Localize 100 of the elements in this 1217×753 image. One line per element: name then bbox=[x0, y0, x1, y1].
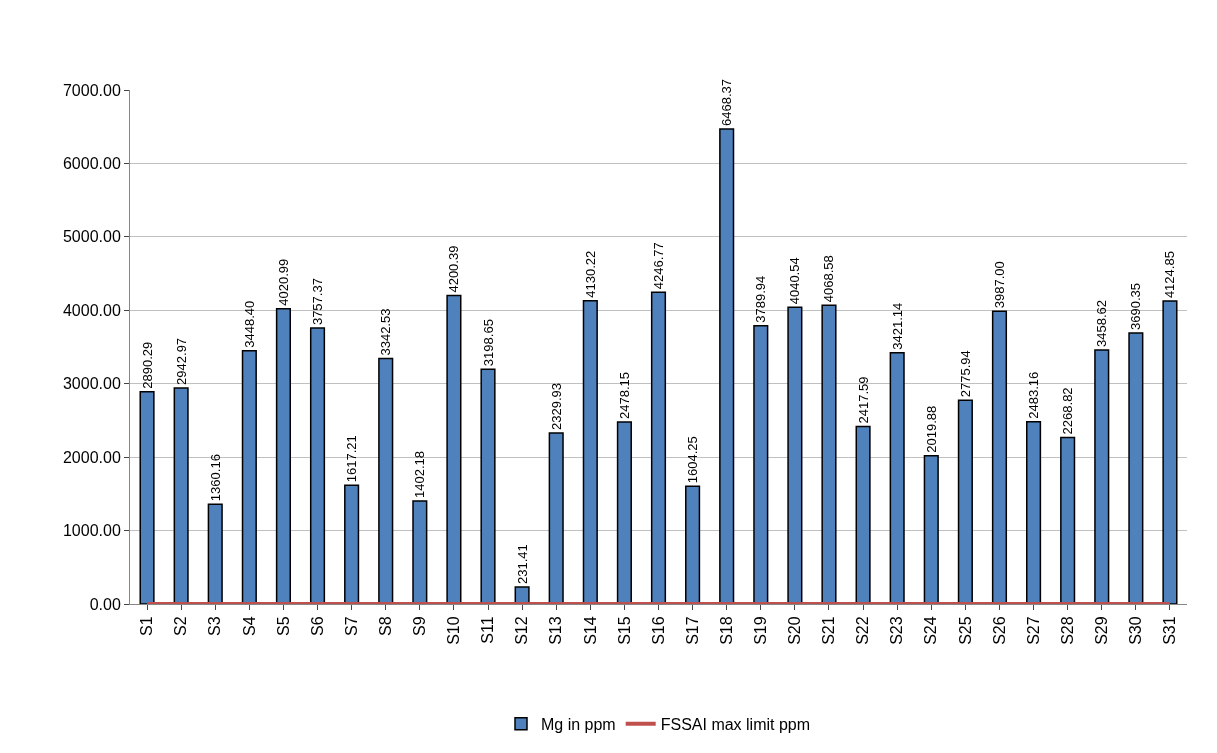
y-tick-label: 1000.00 bbox=[62, 522, 121, 540]
x-tick-label: S31 bbox=[1161, 616, 1179, 645]
x-tick-label: S27 bbox=[1024, 616, 1042, 645]
bar bbox=[548, 432, 564, 604]
bar bbox=[957, 399, 973, 604]
x-tick-label: S1 bbox=[138, 616, 156, 636]
data-label: 3458.62 bbox=[1094, 300, 1110, 348]
bar bbox=[719, 128, 735, 604]
data-label: 3421.14 bbox=[889, 302, 905, 350]
bar bbox=[1128, 332, 1144, 604]
bar bbox=[991, 310, 1008, 604]
x-tick-label: S11 bbox=[479, 616, 497, 644]
x-tick-label: S29 bbox=[1092, 616, 1110, 645]
data-label: 1402.18 bbox=[412, 451, 428, 499]
bar bbox=[1026, 420, 1042, 604]
x-tick-label: S18 bbox=[717, 616, 735, 645]
data-label: 2417.59 bbox=[855, 376, 871, 424]
data-label: 2890.29 bbox=[139, 341, 155, 389]
x-tick-label: S19 bbox=[751, 616, 769, 645]
x-tick-label: S23 bbox=[888, 616, 906, 645]
data-label: 2942.97 bbox=[173, 337, 189, 385]
data-label: 3757.37 bbox=[310, 278, 326, 326]
bar bbox=[855, 425, 871, 604]
data-label: 4020.99 bbox=[275, 258, 291, 306]
data-label: 2775.94 bbox=[957, 350, 973, 398]
data-label: 3690.35 bbox=[1128, 283, 1144, 331]
bar bbox=[1094, 349, 1110, 604]
data-label: 2268.82 bbox=[1060, 387, 1076, 435]
x-tick-label: S8 bbox=[376, 616, 394, 636]
bar bbox=[650, 291, 667, 604]
data-label: 3789.94 bbox=[753, 275, 769, 323]
data-label: 2483.16 bbox=[1026, 371, 1042, 419]
bar bbox=[1162, 300, 1178, 604]
bar bbox=[753, 324, 769, 604]
data-label: 6468.37 bbox=[719, 79, 735, 127]
bar bbox=[480, 368, 496, 604]
bar bbox=[616, 421, 632, 604]
data-label: 231.41 bbox=[514, 544, 530, 585]
data-label: 1617.21 bbox=[344, 435, 360, 483]
x-tick-label: S17 bbox=[683, 616, 701, 645]
x-tick-label: S9 bbox=[411, 616, 429, 636]
bar bbox=[241, 350, 257, 604]
y-tick-label: 2000.00 bbox=[62, 448, 121, 466]
data-label: 2478.15 bbox=[616, 372, 632, 420]
x-tick-label: S13 bbox=[547, 616, 565, 645]
bar bbox=[344, 484, 360, 604]
data-label: 3448.40 bbox=[241, 300, 257, 348]
data-label: 2329.93 bbox=[548, 382, 564, 430]
data-label: 4124.85 bbox=[1162, 251, 1178, 299]
x-tick-label: S21 bbox=[820, 616, 838, 645]
data-label: 4200.39 bbox=[446, 245, 462, 293]
bar bbox=[446, 294, 462, 604]
legend-label: FSSAI max limit ppm bbox=[660, 715, 811, 733]
data-label: 3198.65 bbox=[480, 319, 496, 367]
data-label: 1604.25 bbox=[685, 436, 701, 484]
x-tick-label: S28 bbox=[1058, 616, 1076, 645]
data-label: 1360.16 bbox=[207, 454, 223, 502]
y-tick-label: 3000.00 bbox=[62, 375, 121, 393]
bar bbox=[378, 357, 394, 604]
data-label: 4130.22 bbox=[582, 250, 598, 298]
x-tick-label: S12 bbox=[513, 616, 531, 645]
data-label: 2019.88 bbox=[923, 405, 939, 453]
x-tick-label: S6 bbox=[308, 616, 326, 636]
bar bbox=[787, 306, 803, 604]
bar bbox=[685, 485, 701, 604]
x-tick-label: S22 bbox=[854, 616, 872, 645]
bar bbox=[821, 304, 837, 604]
bar bbox=[923, 454, 939, 604]
data-label: 4040.54 bbox=[787, 257, 803, 305]
x-tick-label: S2 bbox=[172, 616, 190, 636]
y-tick-label: 4000.00 bbox=[62, 301, 121, 319]
bar bbox=[889, 352, 905, 604]
bar bbox=[1060, 436, 1076, 604]
x-tick-label: S30 bbox=[1127, 616, 1145, 645]
bar bbox=[173, 387, 189, 604]
x-tick-label: S7 bbox=[342, 616, 360, 636]
bar bbox=[207, 503, 223, 604]
bar bbox=[309, 327, 326, 604]
data-label: 3987.00 bbox=[991, 261, 1007, 309]
x-tick-label: S5 bbox=[274, 616, 292, 636]
data-label: 4246.77 bbox=[651, 242, 666, 290]
x-tick-label: S26 bbox=[990, 616, 1008, 645]
x-tick-label: S24 bbox=[922, 616, 940, 645]
x-tick-label: S4 bbox=[240, 616, 258, 636]
legend-label: Mg in ppm bbox=[541, 715, 616, 733]
bar bbox=[412, 500, 428, 604]
x-tick-label: S25 bbox=[956, 616, 974, 645]
x-tick-label: S14 bbox=[581, 616, 599, 645]
y-tick-label: 6000.00 bbox=[62, 155, 121, 173]
x-tick-label: S15 bbox=[615, 616, 633, 645]
y-tick-label: 5000.00 bbox=[62, 228, 121, 246]
x-tick-label: S16 bbox=[649, 616, 667, 645]
x-tick-label: S20 bbox=[786, 616, 804, 645]
y-tick-label: 0.00 bbox=[89, 595, 121, 613]
bar bbox=[582, 299, 598, 604]
y-tick-label: 7000.00 bbox=[62, 81, 121, 99]
data-label: 4068.58 bbox=[821, 255, 837, 303]
bar bbox=[139, 391, 155, 604]
x-tick-label: S10 bbox=[445, 616, 463, 645]
data-label: 3342.53 bbox=[378, 308, 394, 356]
